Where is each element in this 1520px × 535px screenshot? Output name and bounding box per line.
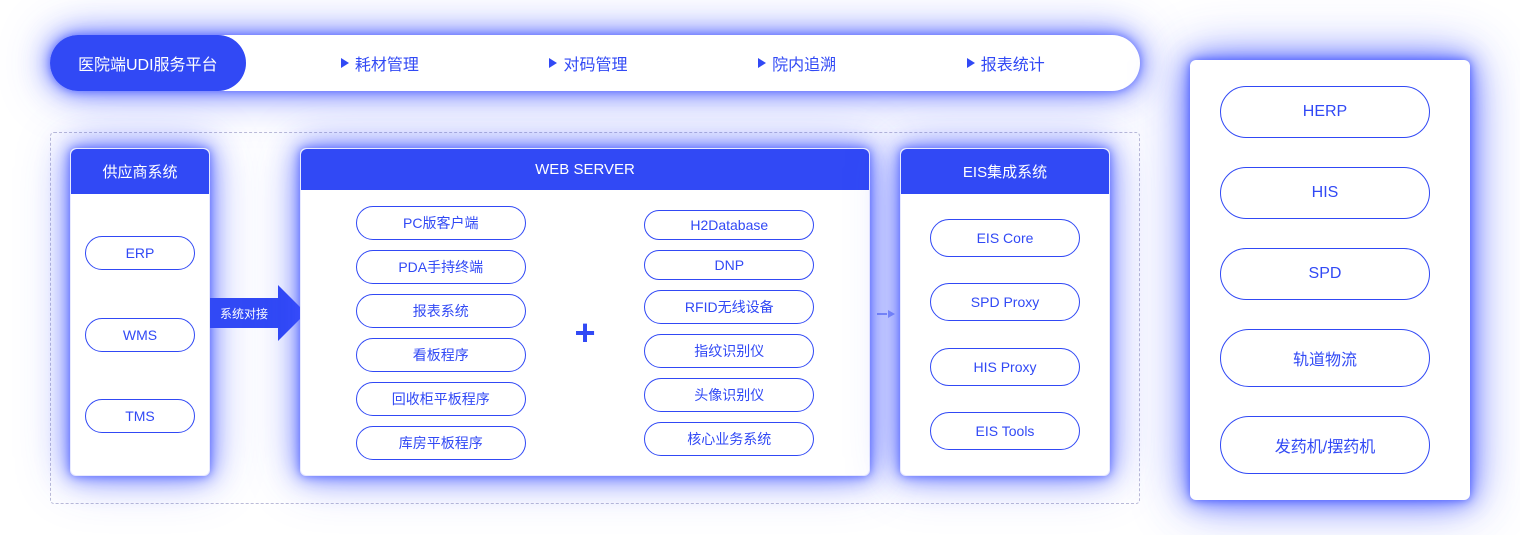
nav-label: 对码管理 [563, 51, 627, 75]
supplier-panel: 供应商系统 ERP WMS TMS [70, 148, 210, 476]
play-icon [967, 58, 975, 68]
architecture-diagram: 医院端UDI服务平台 耗材管理 对码管理 院内追溯 报表统计 供应商系统 [20, 20, 1500, 515]
top-nav: 医院端UDI服务平台 耗材管理 对码管理 院内追溯 报表统计 [50, 35, 1140, 91]
connector-arrow: 系统对接 [210, 285, 306, 341]
supplier-item: ERP [85, 236, 195, 270]
eis-item: SPD Proxy [930, 283, 1080, 321]
nav-item-2[interactable]: 院内追溯 [758, 51, 836, 75]
webserver-item: 回收柜平板程序 [356, 382, 526, 416]
nav-item-3[interactable]: 报表统计 [967, 51, 1045, 75]
right-systems-column: HERP HIS SPD 轨道物流 发药机/摆药机 [1190, 60, 1470, 500]
webserver-item: H2Database [644, 210, 814, 240]
webserver-item: 头像识别仪 [644, 378, 814, 412]
webserver-item: 核心业务系统 [644, 422, 814, 456]
eis-panel: EIS集成系统 EIS Core SPD Proxy HIS Proxy EIS… [900, 148, 1110, 476]
play-icon [758, 58, 766, 68]
webserver-item: 库房平板程序 [356, 426, 526, 460]
webserver-left-col: PC版客户端 PDA手持终端 报表系统 看板程序 回收柜平板程序 库房平板程序 [311, 206, 570, 460]
webserver-item: PC版客户端 [356, 206, 526, 240]
webserver-item: 报表系统 [356, 294, 526, 328]
supplier-item: WMS [85, 318, 195, 352]
webserver-item: DNP [644, 250, 814, 280]
nav-label: 耗材管理 [355, 51, 419, 75]
right-item: HERP [1220, 86, 1430, 138]
play-icon [549, 58, 557, 68]
supplier-item: TMS [85, 399, 195, 433]
webserver-right-col: H2Database DNP RFID无线设备 指纹识别仪 头像识别仪 核心业务… [600, 210, 859, 456]
connector-label: 系统对接 [210, 298, 278, 328]
supplier-title: 供应商系统 [71, 149, 209, 194]
webserver-panel: WEB SERVER PC版客户端 PDA手持终端 报表系统 看板程序 回收柜平… [300, 148, 870, 476]
nav-item-1[interactable]: 对码管理 [549, 51, 627, 75]
nav-label: 报表统计 [981, 51, 1045, 75]
play-icon [341, 58, 349, 68]
right-item: 发药机/摆药机 [1220, 416, 1430, 474]
right-item: 轨道物流 [1220, 329, 1430, 387]
webserver-item: RFID无线设备 [644, 290, 814, 324]
webserver-title: WEB SERVER [301, 149, 869, 190]
nav-active[interactable]: 医院端UDI服务平台 [50, 35, 246, 91]
eis-title: EIS集成系统 [901, 149, 1109, 194]
mini-arrow-icon [888, 310, 895, 318]
nav-item-0[interactable]: 耗材管理 [341, 51, 419, 75]
webserver-item: PDA手持终端 [356, 250, 526, 284]
plus-icon: + [570, 312, 599, 354]
right-item: HIS [1220, 167, 1430, 219]
nav-items: 耗材管理 对码管理 院内追溯 报表统计 [246, 51, 1140, 75]
right-item: SPD [1220, 248, 1430, 300]
eis-item: HIS Proxy [930, 348, 1080, 386]
webserver-item: 指纹识别仪 [644, 334, 814, 368]
eis-item: EIS Core [930, 219, 1080, 257]
nav-label: 院内追溯 [772, 51, 836, 75]
eis-item: EIS Tools [930, 412, 1080, 450]
webserver-item: 看板程序 [356, 338, 526, 372]
